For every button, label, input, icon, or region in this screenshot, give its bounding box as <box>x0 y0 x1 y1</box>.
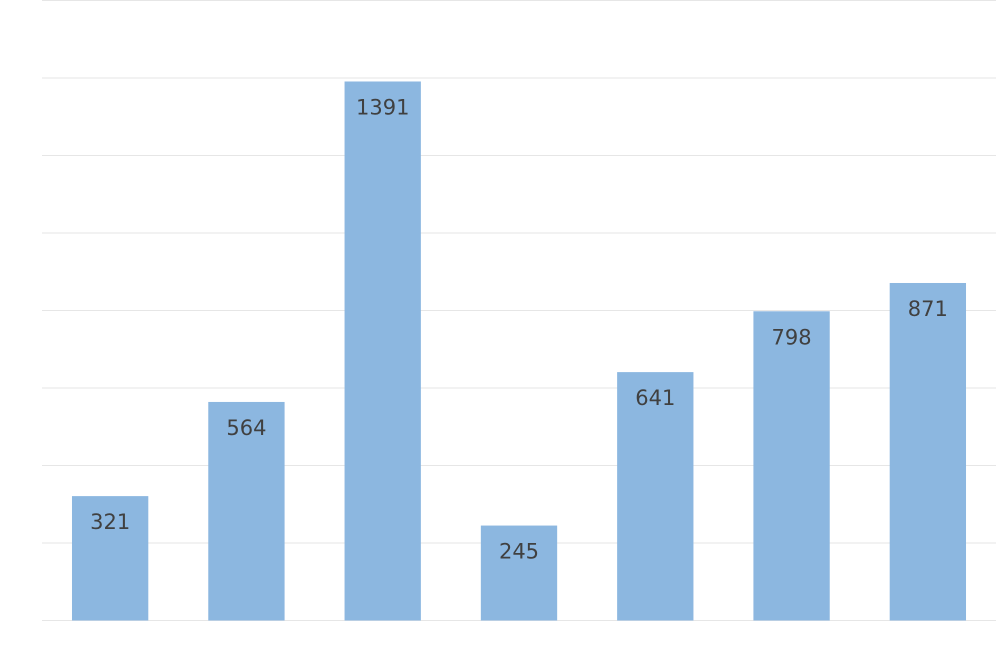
value-label: 245 <box>499 540 539 564</box>
bar <box>889 282 967 621</box>
value-label: 871 <box>908 297 948 321</box>
bar <box>71 496 149 621</box>
value-label: 321 <box>90 510 130 534</box>
bar <box>617 372 694 621</box>
value-label: 564 <box>226 416 266 440</box>
value-label: 641 <box>635 386 675 410</box>
bar <box>753 311 830 621</box>
bar <box>344 81 421 621</box>
bar <box>480 525 558 621</box>
bar <box>208 401 285 621</box>
value-label: 1391 <box>356 95 409 119</box>
value-label: 798 <box>772 325 812 349</box>
